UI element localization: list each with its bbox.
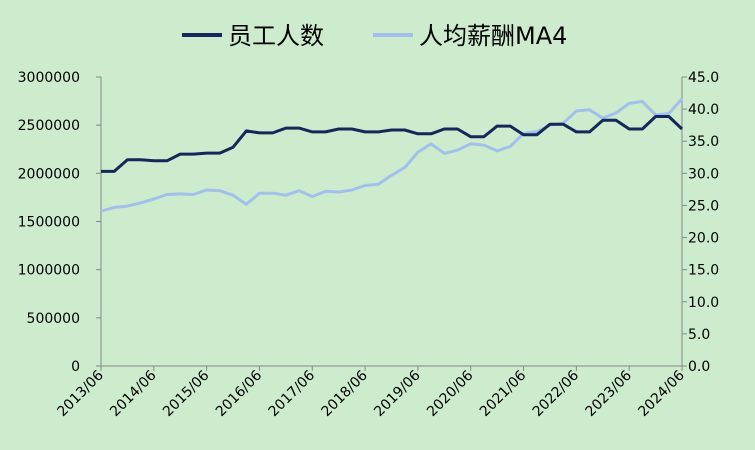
x-axis-tick-label: 2019/06	[371, 367, 424, 420]
series-line-1	[101, 115, 684, 173]
x-axis-tick-label: 2013/06	[54, 367, 107, 420]
x-axis-tick-label: 2023/06	[583, 367, 636, 420]
right-axis-tick-label: 10.0	[688, 295, 719, 311]
right-axis-tick-label: 0.0	[688, 359, 710, 375]
left-axis-tick-label: 2500000	[18, 118, 80, 134]
x-axis-tick-label: 2014/06	[107, 367, 160, 420]
x-axis-tick-label: 2021/06	[477, 367, 530, 420]
right-axis-tick-label: 40.0	[688, 102, 719, 118]
right-axis-tick-label: 25.0	[688, 198, 719, 214]
x-axis-tick-label: 2015/06	[160, 367, 213, 420]
right-axis-tick-label: 5.0	[688, 327, 710, 343]
series-group	[100, 97, 684, 213]
x-axis-tick-label: 2022/06	[530, 367, 583, 420]
series-line-2	[100, 97, 684, 213]
right-axis: 0.0 5.0 10.0 15.0 20.0 25.0 30.0 35.0 40.0 45.0	[681, 70, 719, 375]
x-axis-tick-label: 2016/06	[213, 367, 266, 420]
left-axis-tick-label: 1000000	[18, 263, 80, 279]
x-axis: 2013/06 2014/06 2015/06 2016/06 2017/06 2018/…	[54, 365, 688, 420]
left-axis-tick-label: 3000000	[18, 70, 80, 86]
right-axis-tick-label: 45.0	[688, 70, 719, 86]
x-axis-tick-label: 2018/06	[318, 367, 371, 420]
left-axis-tick-label: 500000	[27, 311, 80, 327]
x-axis-tick-label: 2020/06	[424, 367, 477, 420]
legend-label: 人均薪酬MA4	[419, 22, 567, 50]
legend-label: 员工人数	[228, 22, 324, 50]
right-axis-tick-label: 15.0	[688, 263, 719, 279]
left-axis-tick-label: 0	[71, 359, 80, 375]
right-axis-tick-label: 30.0	[688, 166, 719, 182]
x-axis-tick-label: 2017/06	[266, 367, 319, 420]
left-axis-tick-label: 2000000	[18, 166, 80, 182]
legend: 员工人数 人均薪酬MA4	[182, 22, 567, 50]
x-axis-tick-label: 2024/06	[635, 367, 688, 420]
left-axis-tick-label: 1500000	[18, 215, 80, 231]
right-axis-tick-label: 35.0	[688, 134, 719, 150]
left-axis: 0 500000 1000000 1500000 2000000 2500000 30000…	[18, 70, 102, 375]
right-axis-tick-label: 20.0	[688, 231, 719, 247]
